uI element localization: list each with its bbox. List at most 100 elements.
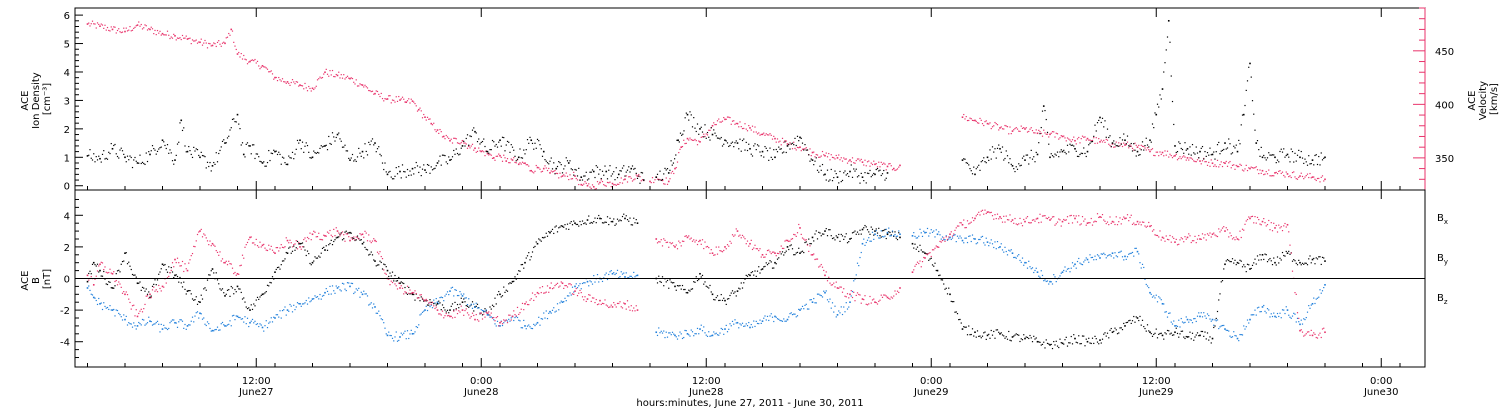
- bz-point: [276, 246, 279, 249]
- density-point: [1011, 165, 1014, 167]
- bz-point: [971, 217, 974, 219]
- velocity-point: [785, 140, 787, 142]
- density-point: [1201, 145, 1204, 148]
- density-point: [1115, 145, 1117, 147]
- bx-point: [425, 300, 427, 302]
- bx-point: [689, 290, 691, 292]
- velocity-point: [1054, 136, 1056, 138]
- density-point: [1145, 137, 1147, 139]
- by-point: [156, 320, 159, 322]
- density-point: [446, 163, 449, 165]
- by-point: [408, 337, 410, 340]
- velocity-point: [1308, 176, 1310, 179]
- velocity-point: [366, 87, 369, 89]
- density-point: [1042, 105, 1045, 107]
- by-point: [275, 314, 277, 316]
- velocity-point: [1133, 149, 1135, 151]
- by-point: [95, 299, 97, 302]
- bx-point: [241, 298, 244, 300]
- density-point: [1253, 113, 1255, 115]
- by-point: [476, 307, 479, 309]
- bz-point: [839, 286, 841, 288]
- bx-point: [320, 252, 322, 254]
- bz-point: [568, 283, 570, 285]
- density-point: [801, 142, 804, 144]
- by-point: [820, 295, 822, 297]
- velocity-point: [1170, 154, 1172, 157]
- velocity-point: [1196, 159, 1199, 161]
- by-point: [1209, 318, 1211, 320]
- density-point: [320, 145, 322, 147]
- bx-point: [1218, 299, 1220, 301]
- legend-by: By: [1437, 253, 1448, 266]
- by-point: [1054, 276, 1056, 278]
- bz-point: [306, 236, 309, 239]
- bz-point: [486, 312, 489, 315]
- bz-point: [194, 246, 196, 248]
- density-point: [1023, 155, 1025, 157]
- bx-point: [721, 299, 724, 302]
- density-point: [576, 175, 579, 177]
- bx-point: [301, 242, 304, 244]
- density-point: [424, 169, 426, 171]
- bz-point: [295, 240, 297, 242]
- by-point: [260, 324, 262, 326]
- by-point: [808, 308, 810, 310]
- bz-point: [806, 244, 809, 246]
- bz-point: [1036, 217, 1039, 220]
- bz-point: [324, 235, 326, 237]
- bz-point: [948, 236, 950, 238]
- bx-point: [344, 231, 346, 233]
- velocity-point: [821, 150, 824, 153]
- velocity-point: [999, 127, 1001, 129]
- velocity-point: [771, 138, 774, 140]
- bz-point: [574, 290, 576, 292]
- by-point: [468, 298, 470, 300]
- velocity-point: [1179, 156, 1181, 158]
- bx-point: [1050, 343, 1052, 346]
- bx-point: [98, 271, 100, 273]
- density-point: [386, 173, 389, 176]
- by-point: [1211, 318, 1214, 321]
- bx-point: [249, 309, 251, 311]
- bx-point: [1301, 262, 1304, 264]
- by-point: [398, 339, 400, 342]
- bz-point: [1005, 215, 1007, 217]
- by-point: [724, 328, 726, 330]
- bx-point: [708, 287, 710, 289]
- density-point: [329, 142, 331, 145]
- velocity-point: [626, 181, 629, 183]
- bx-point: [678, 285, 680, 287]
- velocity-point: [689, 137, 691, 139]
- bx-point: [1208, 339, 1210, 341]
- by-point: [348, 282, 350, 284]
- by-point: [773, 320, 775, 323]
- bx-point: [775, 263, 777, 265]
- density-axis-title-line-2: Ion Density: [31, 72, 42, 129]
- velocity-point: [1095, 137, 1097, 139]
- bx-point: [164, 263, 166, 266]
- bz-point: [206, 240, 209, 242]
- time-tick-time-1: 0:00: [470, 376, 492, 387]
- bz-point: [918, 262, 920, 265]
- bz-point: [1096, 213, 1099, 215]
- bx-point: [1090, 342, 1092, 345]
- bz-point: [636, 309, 639, 311]
- bx-point: [950, 300, 952, 303]
- bz-point: [223, 262, 225, 264]
- bx-point: [931, 264, 934, 266]
- bx-point: [984, 331, 986, 333]
- velocity-point: [825, 152, 827, 154]
- bz-point: [563, 287, 565, 289]
- bx-point: [126, 263, 129, 265]
- velocity-point: [1270, 175, 1272, 177]
- bz-point: [508, 314, 510, 316]
- bz-point: [1144, 225, 1146, 227]
- bz-point: [235, 274, 237, 276]
- velocity-point: [467, 145, 470, 147]
- velocity-point: [555, 172, 557, 174]
- bz-point: [870, 302, 872, 304]
- by-point: [1089, 254, 1091, 256]
- bz-point: [939, 240, 941, 243]
- by-point: [140, 324, 142, 326]
